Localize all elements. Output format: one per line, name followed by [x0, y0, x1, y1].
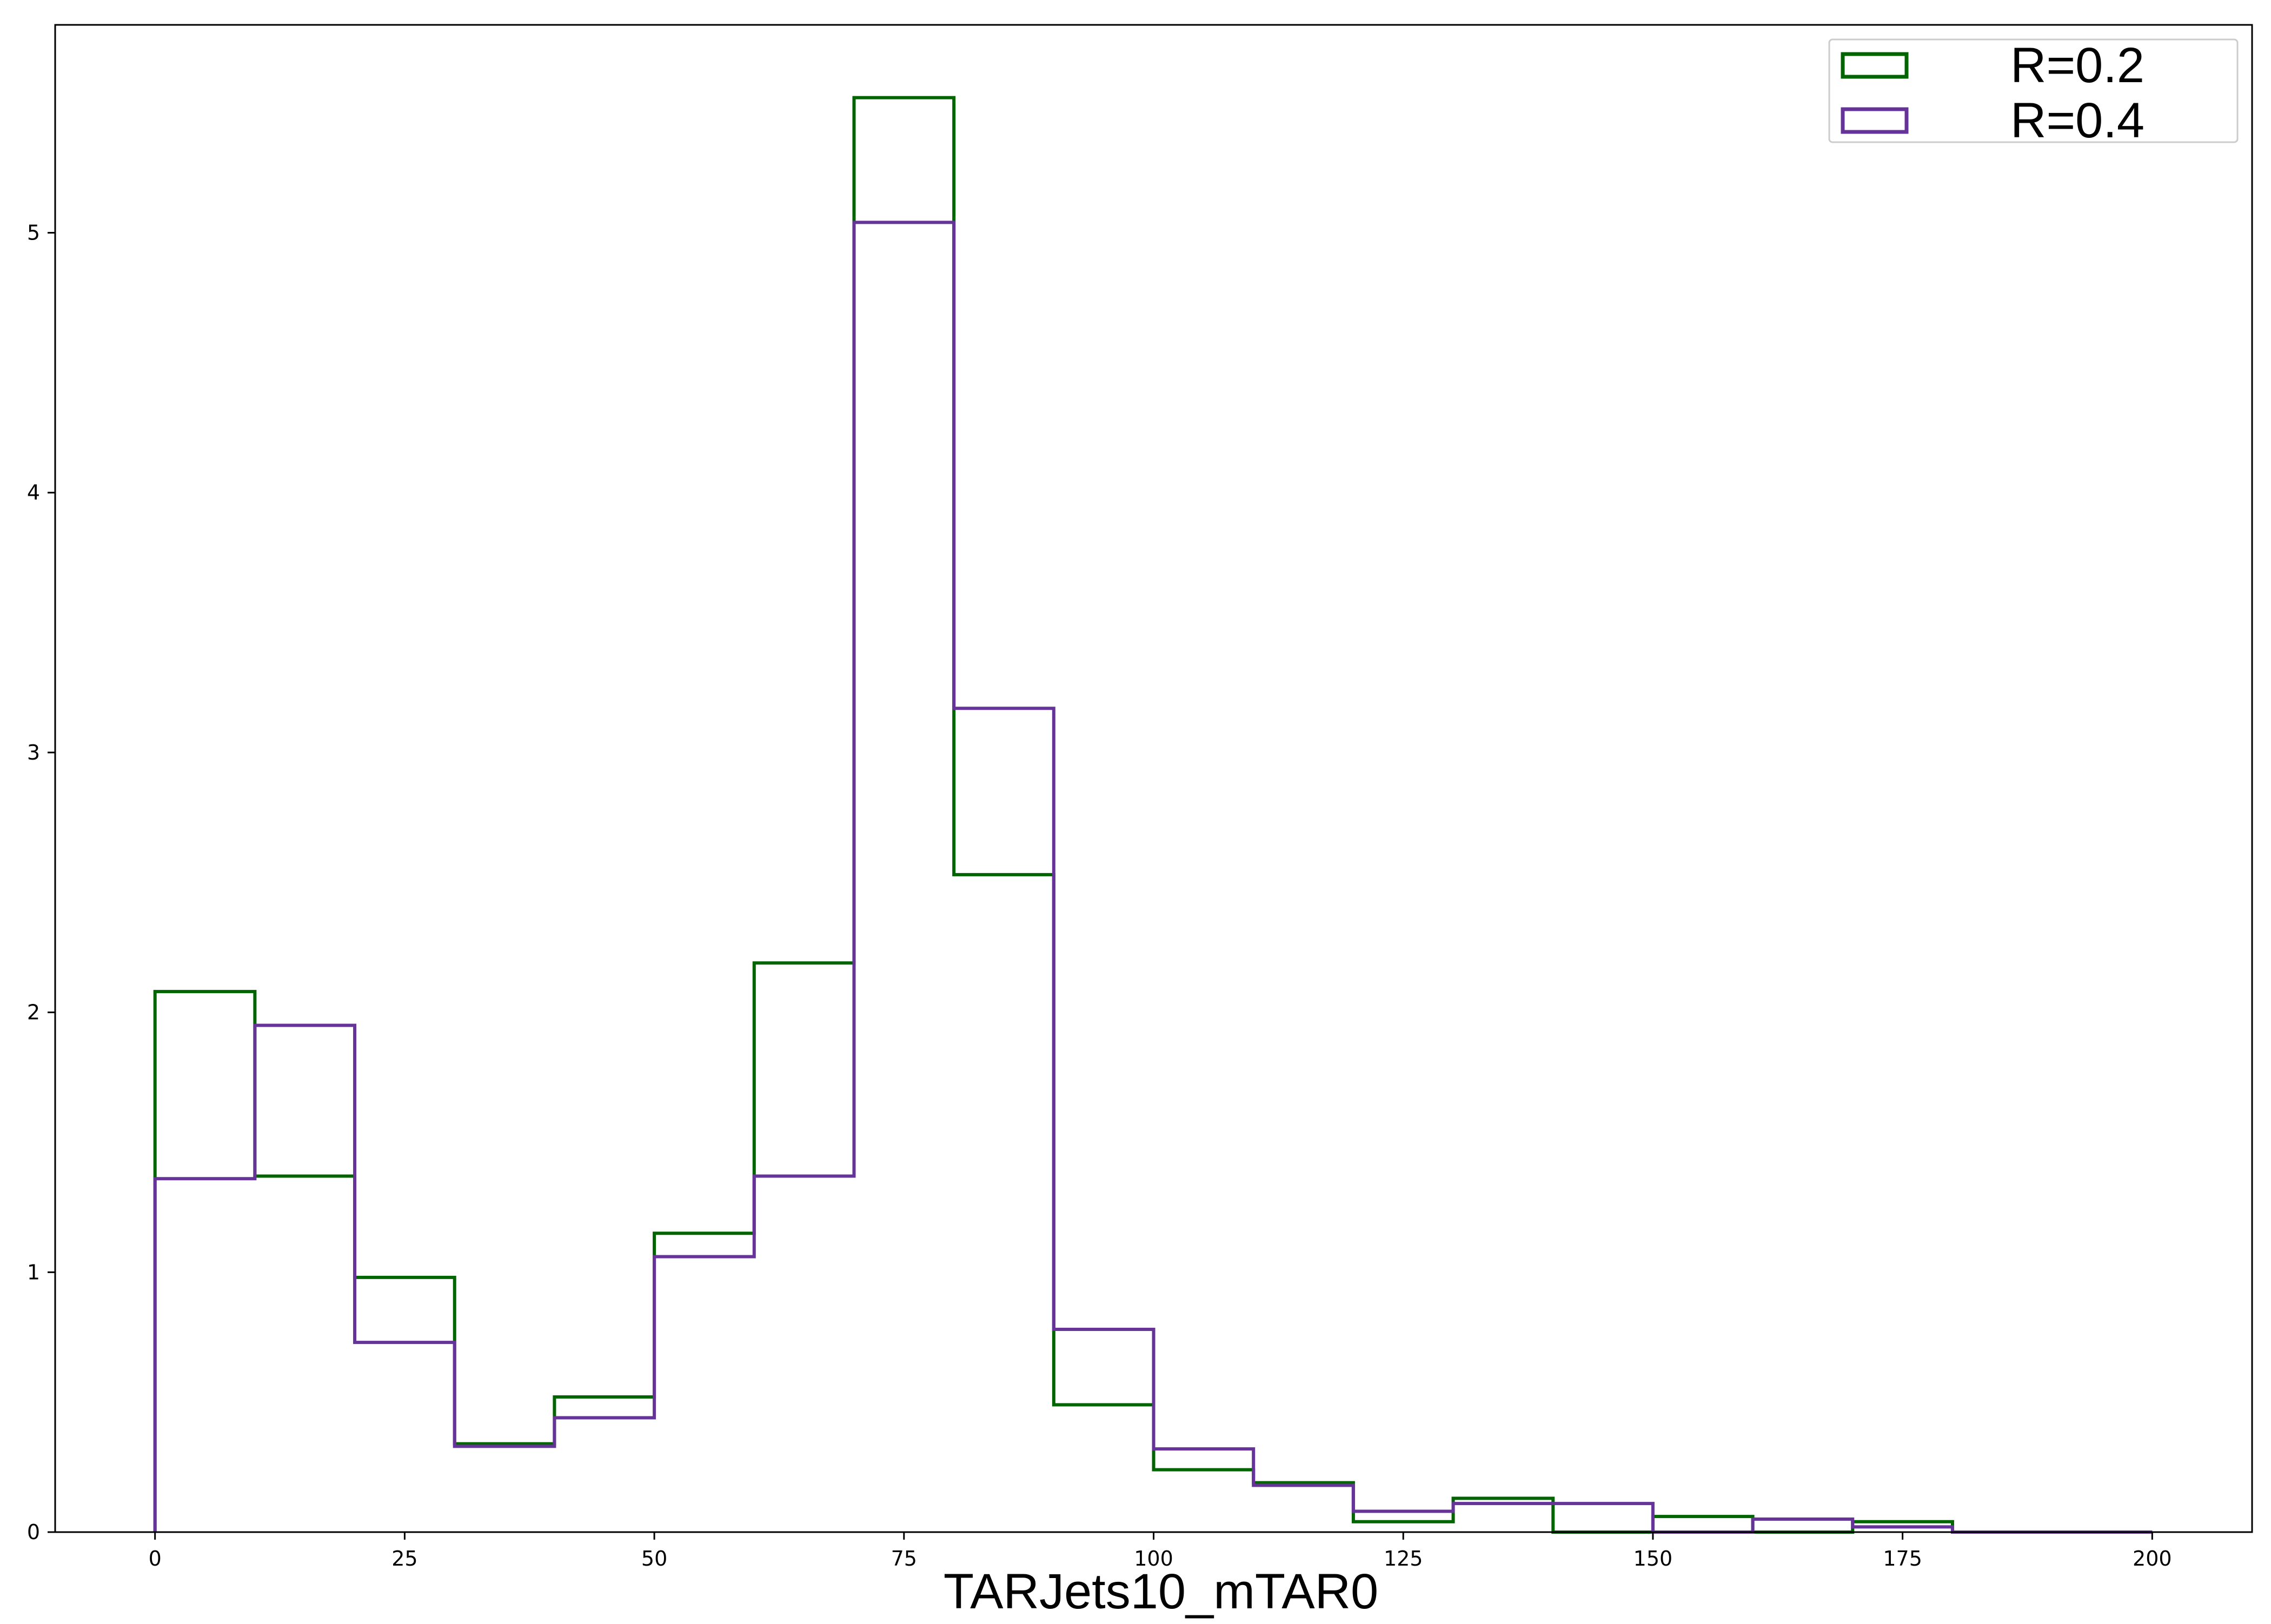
x-tick-label: 175 — [1883, 1547, 1922, 1570]
series-layer — [153, 96, 2153, 1534]
x-tick-label: 25 — [391, 1547, 417, 1570]
legend-label-1: R=0.2 — [2010, 38, 2144, 93]
x-tick-label: 150 — [1633, 1547, 1673, 1570]
x-tick-label: 100 — [1134, 1547, 1173, 1570]
legend-frame — [1828, 38, 2239, 143]
y-tick-label: 5 — [27, 221, 40, 245]
x-tick-label: 50 — [641, 1547, 667, 1570]
y-axis-ticks: 0 1 2 3 4 5 — [27, 221, 55, 1544]
x-tick-label: 0 — [149, 1547, 162, 1570]
x-tick-label: 125 — [1384, 1547, 1423, 1570]
legend-label-2: R=0.4 — [2010, 93, 2144, 148]
y-tick-label: 2 — [27, 1001, 40, 1024]
legend: R=0.2R=0.4 — [1828, 38, 2239, 148]
y-tick-label: 1 — [27, 1260, 40, 1284]
series-line-2 — [153, 221, 2153, 1534]
y-tick-label: 4 — [27, 481, 40, 504]
x-tick-label: 200 — [2133, 1547, 2172, 1570]
x-axis-ticks: 0 25 50 75 100 125 150 175 200 — [149, 1532, 2172, 1570]
legend-swatch-1 — [1841, 52, 1909, 79]
x-axis-label: TARJets10_mTAR0 — [944, 1564, 1378, 1619]
y-tick-label: 0 — [27, 1520, 40, 1544]
legend-swatch-2 — [1841, 107, 1909, 134]
x-tick-label: 75 — [891, 1547, 917, 1570]
y-tick-label: 3 — [27, 741, 40, 764]
